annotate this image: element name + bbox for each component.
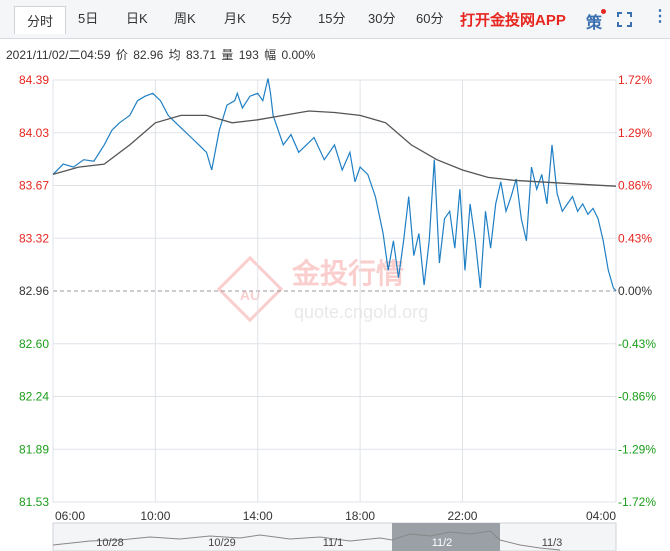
y-tick-label-left: 82.96 bbox=[19, 284, 49, 298]
price-value: 82.96 bbox=[133, 48, 164, 62]
y-tick-label-right: -1.29% bbox=[618, 442, 656, 456]
average-series-line bbox=[52, 110, 617, 187]
period-tab-bar: 分时 5日 日K 周K 月K 5分 15分 30分 60分 打开金投网APP 策… bbox=[0, 0, 670, 39]
watermark-logo: AU bbox=[240, 287, 260, 303]
open-app-link[interactable]: 打开金投网APP bbox=[460, 12, 566, 29]
change-label: 幅 bbox=[264, 48, 277, 62]
x-axis-labels: 06:00 10:00 14:00 18:00 22:00 04:00 bbox=[55, 509, 616, 523]
tab-daily-k[interactable]: 日K bbox=[126, 11, 148, 26]
watermark-brand: 金投行情 bbox=[291, 257, 404, 289]
watermark-url: quote.cngold.org bbox=[294, 302, 428, 322]
y-tick-label-right: 0.43% bbox=[618, 231, 652, 245]
y-tick-label-right: 1.72% bbox=[618, 73, 652, 87]
tab-intraday[interactable]: 分时 bbox=[14, 6, 67, 34]
y-tick-label-left: 83.32 bbox=[19, 231, 49, 245]
overview-date-label: 10/28 bbox=[96, 537, 124, 549]
volume-label: 量 bbox=[221, 48, 234, 62]
volume-value: 193 bbox=[238, 48, 259, 62]
tab-30min[interactable]: 30分 bbox=[368, 11, 396, 26]
y-axis-labels: 84.39 1.72% 84.03 1.29% 83.67 0.86% 83.32 0.43%… bbox=[19, 73, 656, 509]
overview-date-label: 10/29 bbox=[208, 537, 236, 549]
tab-15min[interactable]: 15分 bbox=[318, 11, 346, 26]
chart-grid bbox=[52, 79, 617, 503]
x-tick-label: 22:00 bbox=[447, 509, 477, 523]
y-tick-label-left: 81.53 bbox=[19, 495, 49, 509]
y-tick-label-right: -0.43% bbox=[618, 337, 656, 351]
tab-60min[interactable]: 60分 bbox=[416, 11, 444, 26]
x-tick-label: 10:00 bbox=[140, 509, 170, 523]
tab-5min[interactable]: 5分 bbox=[272, 11, 293, 26]
y-tick-label-right: 0.00% bbox=[618, 284, 652, 298]
tab-5day[interactable]: 5日 bbox=[78, 11, 99, 26]
y-tick-label-left: 82.60 bbox=[19, 337, 49, 351]
y-tick-label-right: 0.86% bbox=[618, 179, 652, 193]
x-tick-label: 04:00 bbox=[586, 509, 616, 523]
overview-date-label: 11/3 bbox=[542, 537, 563, 549]
y-tick-label-left: 83.67 bbox=[19, 179, 49, 193]
tab-monthly-k[interactable]: 月K bbox=[224, 11, 246, 26]
overview-date-label: 11/1 bbox=[323, 537, 344, 549]
y-tick-label-left: 84.03 bbox=[19, 126, 49, 140]
price-label: 价 bbox=[115, 48, 128, 62]
more-menu-icon[interactable]: ⋮ bbox=[652, 8, 668, 25]
quote-datetime: 2021/11/02/二04:59 bbox=[6, 48, 111, 62]
x-tick-label: 18:00 bbox=[345, 509, 375, 523]
chart-lines bbox=[52, 78, 617, 292]
fullscreen-icon[interactable] bbox=[617, 12, 632, 27]
overview-selection[interactable] bbox=[392, 523, 500, 551]
y-tick-label-left: 84.39 bbox=[19, 73, 49, 87]
watermark: AU 金投行情 quote.cngold.org bbox=[216, 255, 428, 323]
y-tick-label-right: -1.72% bbox=[618, 495, 656, 509]
avg-label: 均 bbox=[168, 48, 181, 62]
overview-date-label: 11/2 bbox=[432, 537, 453, 549]
y-tick-label-right: -0.86% bbox=[618, 390, 656, 404]
overview-navigator[interactable]: 10/28 10/29 11/1 11/2 11/3 bbox=[52, 522, 617, 551]
y-tick-label-right: 1.29% bbox=[618, 126, 652, 140]
price-series-line bbox=[52, 78, 617, 292]
avg-value: 83.71 bbox=[185, 48, 217, 62]
x-tick-label: 14:00 bbox=[243, 509, 273, 523]
tab-weekly-k[interactable]: 周K bbox=[174, 11, 196, 26]
change-value: 0.00% bbox=[281, 48, 316, 62]
strategy-button[interactable]: 策 bbox=[586, 15, 603, 32]
notification-dot bbox=[601, 9, 606, 14]
y-tick-label-left: 81.89 bbox=[19, 442, 49, 456]
quote-info-bar: 2021/11/02/二04:59 价 82.96 均 83.71 量 193 … bbox=[6, 46, 317, 63]
y-tick-label-left: 82.24 bbox=[19, 390, 49, 404]
x-tick-label: 06:00 bbox=[55, 509, 85, 523]
